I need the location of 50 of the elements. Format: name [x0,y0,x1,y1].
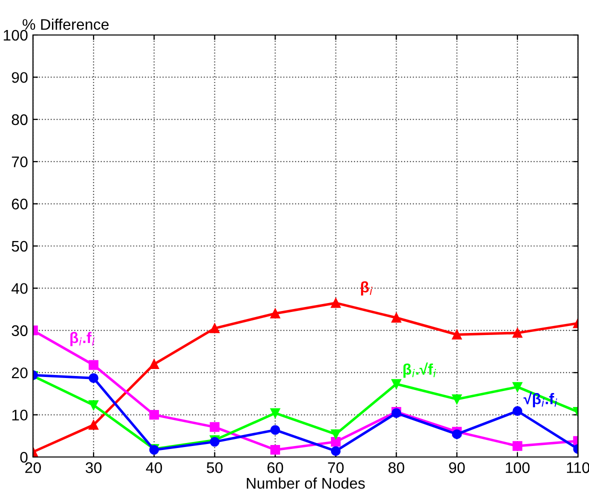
y-tick-label: 50 [12,240,28,252]
point [452,394,462,404]
point [210,422,220,432]
y-tick-label: 100 [4,30,28,41]
series-label: β$_{i}$.√f$_{i}$ [403,362,436,378]
point [330,436,341,447]
point [512,441,522,451]
x-axis-title: Number of Nodes [246,477,365,489]
point [270,308,280,318]
series-label: β$_{i}$.f$_{i}$ [70,332,95,346]
y-tick-label: 60 [12,198,28,210]
y-tick-label: 10 [12,410,28,420]
y-tick-label: 20 [12,367,28,378]
x-tick-label: 100 [506,462,530,474]
y-tick-label: 0 [20,452,28,463]
point [391,312,402,323]
y-tick-label: 70 [12,156,28,168]
x-tick-label: 60 [268,462,284,474]
x-tick-label: 40 [146,462,162,474]
point [330,298,341,308]
point [88,400,98,410]
point [452,429,462,440]
x-tick-label: 50 [206,462,223,474]
y-tick-label: 40 [12,283,28,294]
point [149,359,159,370]
x-tick-label: 90 [449,462,465,474]
series-label: β$_{i}$ [361,281,372,296]
point [210,323,220,334]
point [270,408,280,418]
point [270,425,280,435]
point [88,420,98,430]
point [270,444,280,455]
y-tick-label: 80 [12,114,28,126]
y-tick-label: 30 [12,325,28,336]
point [391,379,402,389]
point [512,406,522,416]
point [512,328,522,338]
point [149,410,159,420]
point [88,373,98,383]
point [330,446,341,456]
x-tick-label: 70 [328,462,344,474]
point [330,429,341,440]
x-tick-label: 30 [86,462,102,474]
y-tick-label: 90 [12,72,28,83]
x-tick-label: 20 [25,462,41,474]
point [88,360,98,370]
point [512,382,522,392]
point [452,330,462,340]
y-axis-title: % Difference [22,18,109,30]
x-tick-label: 80 [388,462,404,474]
